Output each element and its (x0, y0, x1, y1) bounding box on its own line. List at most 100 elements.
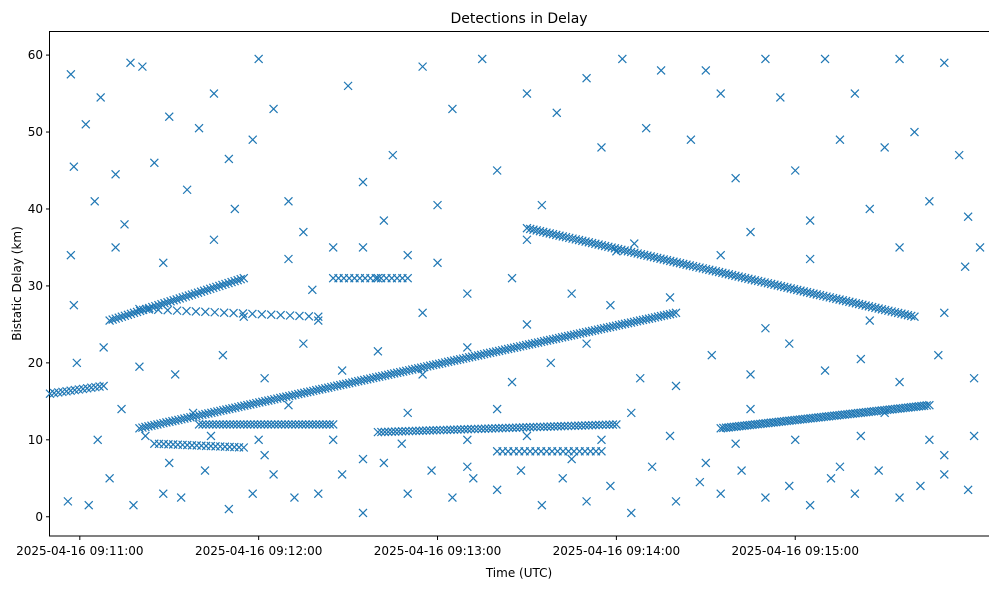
track-point (380, 427, 390, 437)
track-point (548, 229, 558, 239)
track-point (504, 423, 514, 433)
track-point (194, 420, 204, 429)
track-point (477, 424, 487, 434)
track-point (688, 261, 698, 271)
scatter-point (605, 300, 615, 310)
x-axis: 2025-04-16 09:11:00 2025-04-16 09:12:00 20… (16, 536, 859, 558)
track-point (542, 422, 552, 432)
track-point (411, 426, 421, 436)
x-tick-label: 2025-04-16 09:12:00 (195, 544, 322, 558)
track-point (247, 309, 257, 319)
track-point (141, 304, 151, 314)
scatter-point (567, 289, 577, 299)
scatter-point (820, 54, 830, 64)
scatter-point (746, 227, 755, 237)
track-point (276, 310, 286, 320)
track-point (597, 446, 606, 456)
track-point (542, 228, 551, 238)
scatter-point (835, 462, 845, 472)
track-point (163, 297, 172, 307)
track-point (490, 423, 500, 433)
scatter-point (373, 346, 383, 356)
track-point (779, 282, 789, 292)
track-point (257, 309, 267, 319)
track-point (249, 420, 259, 429)
scatter-point (701, 66, 711, 75)
scatter-point (895, 54, 904, 64)
scatter-point (874, 466, 884, 476)
track-point (616, 245, 626, 255)
scatter-point (716, 250, 726, 260)
scatter-point (358, 454, 368, 464)
scatter-point (239, 312, 249, 322)
track-point (539, 422, 549, 432)
track-point (229, 308, 238, 318)
track-point (221, 279, 230, 289)
track-point (535, 422, 545, 432)
track-point (219, 308, 229, 318)
track-point (656, 254, 665, 264)
scatter-point (856, 354, 866, 364)
track-point (236, 274, 246, 284)
track-point (123, 310, 133, 320)
scatter-point (671, 496, 681, 506)
scatter-point (850, 489, 860, 499)
scatter-point (462, 435, 472, 445)
track-point (893, 308, 903, 318)
track-point (163, 305, 173, 315)
track-point (577, 421, 587, 430)
scatter-point (665, 431, 675, 441)
track-point (515, 423, 525, 432)
track-point (304, 311, 314, 321)
track-point (401, 426, 410, 436)
track-point (452, 425, 462, 434)
track-point (740, 273, 750, 283)
track-point (551, 230, 561, 240)
track-point (561, 232, 571, 242)
track-point (525, 422, 535, 432)
track-point (211, 420, 221, 429)
track-point (900, 310, 910, 319)
scatter-point (716, 489, 726, 499)
scatter-point (910, 127, 919, 137)
scatter-point (403, 408, 413, 418)
track-point (671, 308, 681, 318)
scatter-point (164, 112, 174, 122)
scatter-point (379, 458, 389, 468)
track-point (169, 295, 179, 305)
track-point (266, 310, 276, 320)
track-point (484, 424, 493, 433)
scatter-point (158, 258, 168, 268)
track-point (568, 234, 577, 244)
track-point (439, 425, 448, 435)
y-tick-label: 40 (28, 202, 43, 216)
scatter-point (552, 108, 562, 118)
track-point (266, 420, 276, 429)
track-point (532, 422, 542, 432)
scatter-point (206, 431, 216, 441)
scatter-point (176, 493, 186, 502)
track-point (883, 306, 893, 316)
scatter-point (731, 439, 741, 449)
scatter-point (611, 246, 621, 256)
track-point (198, 420, 207, 429)
scatter-point (820, 366, 830, 375)
track-point (287, 420, 297, 429)
scatter-point (269, 470, 278, 479)
track-point (763, 278, 773, 288)
track-point (501, 423, 511, 433)
track-point (321, 420, 331, 429)
track-point (649, 252, 659, 262)
scatter-point (963, 212, 973, 222)
scatter-point (582, 73, 591, 83)
track-point (812, 289, 822, 299)
track-point (456, 425, 466, 434)
track-point (864, 301, 874, 311)
scatter-point (111, 243, 121, 252)
scatter-point (647, 462, 657, 472)
track-point (295, 311, 304, 321)
scatter-point (403, 489, 413, 499)
track-point (587, 238, 597, 248)
track-point (570, 421, 580, 431)
track-point (529, 225, 538, 235)
